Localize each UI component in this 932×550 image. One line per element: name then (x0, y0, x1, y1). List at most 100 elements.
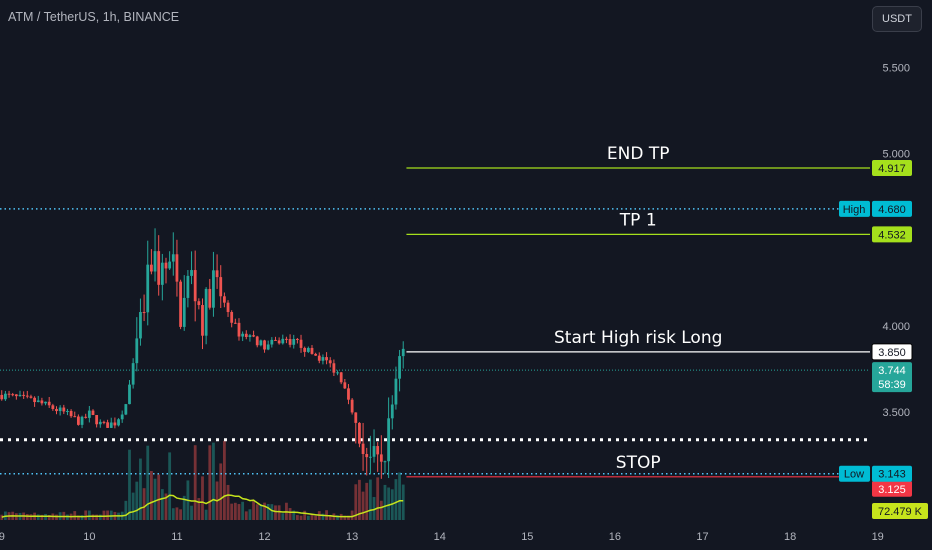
time-tick-label: 16 (609, 531, 621, 543)
candle-body (135, 338, 139, 364)
volume-bar (219, 463, 223, 520)
time-tick-label: 17 (696, 531, 708, 543)
stop-tag-label: 3.125 (878, 484, 906, 496)
candle-body (29, 396, 33, 398)
volume-bar (40, 514, 44, 520)
volume-bar (149, 470, 153, 520)
candle-body (372, 446, 376, 457)
candle-body (11, 394, 15, 396)
candle-body (222, 296, 226, 303)
volume-moving-average (1, 494, 404, 518)
candle-body (164, 262, 168, 269)
volume-bar (274, 505, 277, 520)
candle-body (44, 401, 47, 404)
candle-body (201, 305, 204, 336)
candle-body (66, 410, 69, 412)
candle-body (171, 254, 175, 262)
volume-bar (314, 515, 318, 520)
time-tick-label: 14 (434, 531, 446, 543)
volume-bar (55, 514, 58, 520)
candle-body (160, 262, 164, 285)
volume-bar (252, 501, 255, 520)
candle-body (248, 335, 252, 338)
volume-bar (135, 481, 139, 520)
time-tick-label: 13 (346, 531, 358, 543)
candle-body (303, 347, 307, 352)
volume-bar (259, 504, 263, 520)
volume-bar (222, 440, 226, 520)
candle-body (226, 302, 230, 313)
target-tag-box (872, 160, 912, 177)
candle-body (51, 405, 55, 409)
volume-bar (153, 478, 157, 520)
countdown-label: 58:39 (878, 379, 906, 391)
volume-bar (398, 472, 401, 520)
time-axis[interactable]: 9 10 11 12 13 14 15 16 17 18 19 (0, 531, 884, 543)
candle-body (350, 399, 354, 413)
candle-body (25, 395, 29, 397)
candle-body (281, 338, 285, 344)
candle-body (153, 251, 157, 272)
price-tick-label: 3.500 (882, 407, 910, 419)
volume-bar (124, 500, 128, 520)
volume-bar (387, 487, 391, 520)
high-prefix-box (839, 200, 870, 217)
volume-bar (142, 488, 146, 520)
volume-bar (179, 509, 182, 520)
candle-body (376, 446, 380, 455)
candle-body (22, 394, 26, 396)
volume-bar (171, 508, 175, 520)
volume-bar (358, 479, 361, 520)
candle-body (274, 339, 277, 341)
price-tick-label: 5.500 (882, 63, 910, 75)
volume-bar (310, 514, 314, 520)
price-axis-tags: 4.917 4.532 3.850 3.125 High 4.680 Low 3.143 3.7… (839, 160, 928, 519)
candle-body (241, 333, 245, 337)
price-tick-label: 4.000 (882, 321, 910, 333)
candle-body (237, 322, 241, 337)
candle-body (321, 357, 325, 361)
volume-bar (98, 514, 102, 520)
currency-button[interactable]: USDT (872, 6, 922, 32)
candle-body (179, 281, 182, 327)
volume-bar (372, 497, 376, 520)
candle-body (401, 348, 405, 357)
candle-body (314, 353, 318, 356)
volume-bar (394, 479, 398, 520)
volume-bar (201, 476, 204, 520)
candle-body (182, 297, 186, 327)
time-tick-label: 12 (258, 531, 270, 543)
candle-body (18, 394, 22, 397)
volume-bar (292, 510, 296, 520)
volume-bar (365, 482, 369, 520)
candle-body (131, 363, 135, 385)
price-axis[interactable]: 5.500 5.000 4.000 3.500 (882, 63, 910, 420)
candle-body (361, 443, 365, 455)
candle-body (358, 422, 361, 444)
candle-body (14, 394, 18, 397)
volume-bar (197, 498, 201, 520)
candle-body (252, 335, 255, 337)
low-prefix-label: Low (844, 469, 864, 481)
last-price-tag-box (872, 362, 912, 393)
candle-body (4, 393, 7, 400)
volume-bar (248, 509, 252, 520)
volume-bar (354, 484, 358, 520)
volume-bar (368, 479, 372, 520)
candle-body (175, 254, 179, 282)
volume-bar (25, 513, 29, 520)
volume-bar (241, 501, 245, 520)
volume-bar (401, 484, 405, 520)
time-tick-label: 11 (171, 531, 182, 543)
candle-body (113, 422, 117, 426)
time-tick-label: 19 (872, 531, 884, 543)
volume-bar (321, 513, 325, 520)
volume-bar (157, 474, 161, 520)
volume-bar (347, 515, 350, 520)
time-tick-label: 18 (784, 531, 796, 543)
candle-body (365, 454, 369, 458)
volume-bar (106, 510, 109, 520)
volume-bar (84, 510, 88, 520)
candle-body (33, 397, 36, 403)
